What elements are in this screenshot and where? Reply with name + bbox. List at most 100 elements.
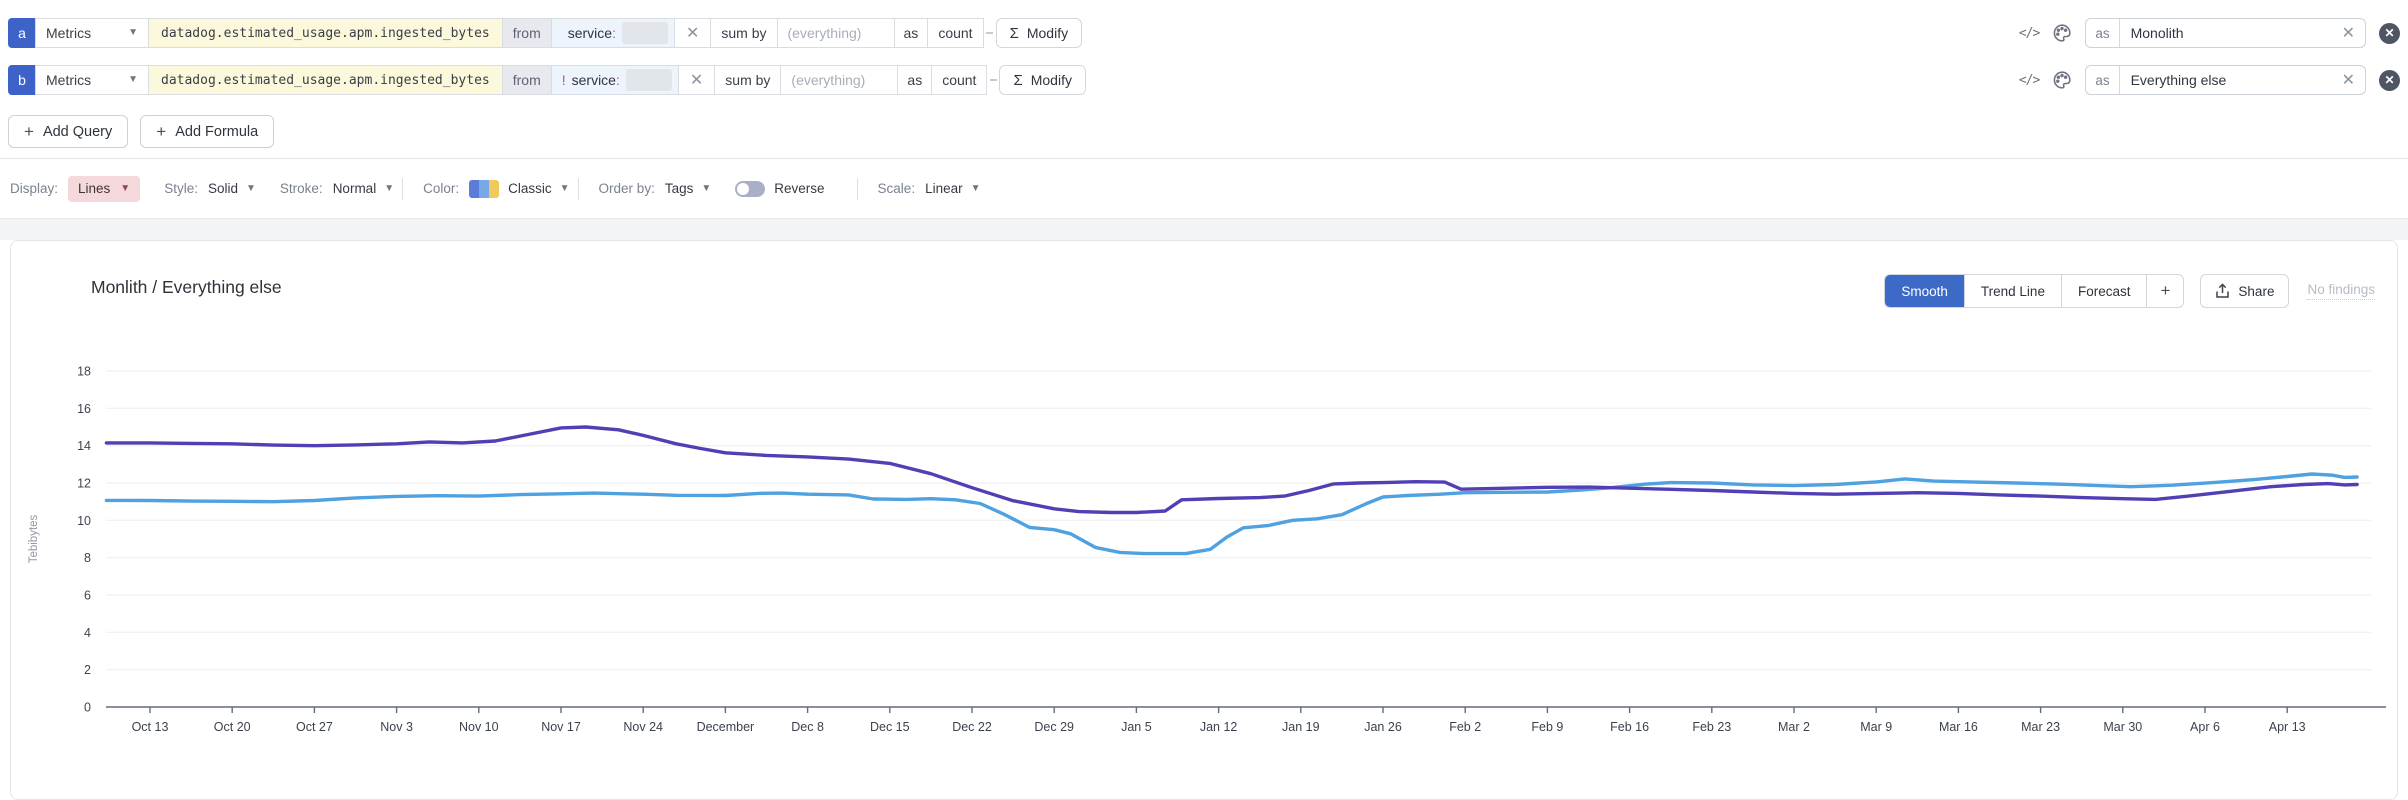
share-icon [2216, 283, 2230, 298]
svg-text:Feb 16: Feb 16 [1610, 720, 1649, 734]
svg-text:Nov 24: Nov 24 [623, 720, 663, 734]
share-button[interactable]: Share [2200, 274, 2290, 308]
query-letter-badge: a [8, 18, 36, 48]
as-label: as [897, 65, 933, 95]
trend-line-button[interactable]: Trend Line [1963, 275, 2061, 307]
query-row-a: a Metrics ▼ datadog.estimated_usage.apm.… [8, 18, 2400, 48]
color-select[interactable]: Classic [508, 181, 552, 196]
source-select-value: Metrics [46, 72, 92, 88]
sum-by-input[interactable]: (everything) [780, 65, 899, 95]
alias-as-label: as [2086, 19, 2120, 47]
svg-text:Jan 26: Jan 26 [1364, 720, 1402, 734]
display-label: Display: [10, 181, 59, 196]
connector [984, 18, 996, 48]
svg-text:Feb 2: Feb 2 [1449, 720, 1481, 734]
stroke-label: Stroke: [279, 181, 323, 196]
source-select[interactable]: Metrics ▼ [35, 65, 149, 95]
filter-chip[interactable]: service: [550, 18, 675, 48]
query-letter-badge: b [8, 65, 36, 95]
as-count-select[interactable]: count [927, 18, 984, 48]
sigma-icon: Σ [1013, 71, 1023, 89]
sum-by-input[interactable]: (everything) [776, 18, 895, 48]
divider [0, 158, 2408, 159]
forecast-button[interactable]: Forecast [2060, 275, 2147, 307]
palette-icon[interactable] [2052, 70, 2072, 90]
svg-text:Tebibytes: Tebibytes [28, 514, 40, 563]
alias-input[interactable]: Everything else [2130, 72, 2227, 88]
svg-text:16: 16 [77, 402, 91, 416]
timeseries-chart[interactable]: 0 2 4 6 8 10 12 14 16 18 Oct 13 Oct 20 Oct 27 Nov 3 No… [11, 241, 2397, 761]
filter-key: service: [567, 25, 616, 41]
svg-text:Oct 13: Oct 13 [132, 720, 169, 734]
svg-text:12: 12 [77, 476, 91, 490]
svg-text:0: 0 [84, 701, 91, 715]
palette-icon[interactable] [2052, 23, 2072, 43]
metric-input[interactable]: datadog.estimated_usage.apm.ingested_byt… [148, 65, 503, 95]
alias-clear-icon[interactable]: ✕ [2341, 25, 2355, 42]
svg-text:14: 14 [77, 439, 91, 453]
display-options-bar: Display: Lines ▼ Style: Solid ▼ Stroke: … [0, 159, 2408, 218]
from-label: from [501, 65, 552, 95]
chevron-down-icon[interactable]: ▼ [970, 182, 981, 194]
alias-field: as Monolith ✕ [2085, 18, 2366, 48]
as-label: as [893, 18, 929, 48]
filter-key: service: [571, 72, 620, 88]
svg-text:Jan 5: Jan 5 [1121, 720, 1152, 734]
as-count-select[interactable]: count [931, 65, 988, 95]
style-select[interactable]: Solid [207, 181, 238, 196]
aggregator-select[interactable]: sum by [714, 65, 782, 95]
add-formula-button[interactable]: + Add Formula [140, 115, 275, 148]
svg-text:Apr 13: Apr 13 [2269, 720, 2306, 734]
plus-icon: + [24, 122, 34, 141]
divider [577, 177, 579, 200]
smooth-button[interactable]: Smooth [1885, 275, 1964, 307]
modify-button[interactable]: Σ Modify [995, 18, 1083, 48]
svg-text:8: 8 [84, 551, 91, 565]
filter-value-input[interactable] [621, 22, 668, 44]
svg-text:Apr 6: Apr 6 [2190, 720, 2220, 734]
chevron-down-icon[interactable]: ▼ [559, 182, 570, 194]
chevron-down-icon: ▼ [120, 182, 131, 194]
filter-negation: ! [561, 72, 566, 88]
color-palette-swatch[interactable] [469, 179, 500, 198]
code-icon[interactable]: </> [2018, 72, 2041, 88]
add-query-button[interactable]: + Add Query [8, 115, 129, 148]
metric-input[interactable]: datadog.estimated_usage.apm.ingested_byt… [148, 18, 503, 48]
svg-text:Dec 15: Dec 15 [870, 720, 910, 734]
clear-filter-icon[interactable]: ✕ [673, 18, 712, 48]
svg-text:Mar 2: Mar 2 [1778, 720, 1810, 734]
remove-query-button[interactable]: ✕ [2379, 69, 2400, 91]
timeseries-panel: 0 2 4 6 8 10 12 14 16 18 Oct 13 Oct 20 Oct 27 Nov 3 No… [10, 240, 2398, 800]
code-icon[interactable]: </> [2018, 25, 2041, 41]
order-by-select[interactable]: Tags [664, 181, 694, 196]
clear-filter-icon[interactable]: ✕ [677, 65, 716, 95]
chevron-down-icon[interactable]: ▼ [246, 182, 256, 194]
aggregator-select[interactable]: sum by [710, 18, 778, 48]
no-findings-label: No findings [2307, 282, 2375, 300]
query-builder: a Metrics ▼ datadog.estimated_usage.apm.… [0, 0, 2408, 148]
svg-text:Mar 9: Mar 9 [1860, 720, 1892, 734]
order-by-label: Order by: [598, 181, 655, 196]
chevron-down-icon[interactable]: ▼ [701, 182, 712, 194]
add-function-button[interactable]: + [2146, 275, 2183, 307]
modify-button[interactable]: Σ Modify [999, 65, 1086, 95]
chevron-down-icon: ▼ [128, 27, 138, 38]
alias-input[interactable]: Monolith [2130, 25, 2184, 41]
scale-label: Scale: [877, 181, 916, 196]
svg-text:2: 2 [84, 663, 91, 677]
scale-select[interactable]: Linear [925, 181, 963, 196]
reverse-toggle[interactable] [735, 180, 766, 197]
svg-text:4: 4 [84, 626, 91, 640]
filter-chip[interactable]: ! service: [550, 65, 679, 95]
display-select[interactable]: Lines ▼ [68, 175, 141, 202]
remove-query-button[interactable]: ✕ [2379, 22, 2400, 44]
chevron-down-icon[interactable]: ▼ [384, 182, 395, 194]
divider [856, 177, 858, 200]
source-select[interactable]: Metrics ▼ [35, 18, 149, 48]
reverse-label: Reverse [774, 181, 825, 196]
alias-clear-icon[interactable]: ✕ [2341, 72, 2355, 89]
svg-text:Mar 16: Mar 16 [1939, 720, 1978, 734]
svg-text:6: 6 [84, 588, 91, 602]
filter-value-input[interactable] [625, 69, 672, 91]
stroke-select[interactable]: Normal [332, 181, 377, 196]
